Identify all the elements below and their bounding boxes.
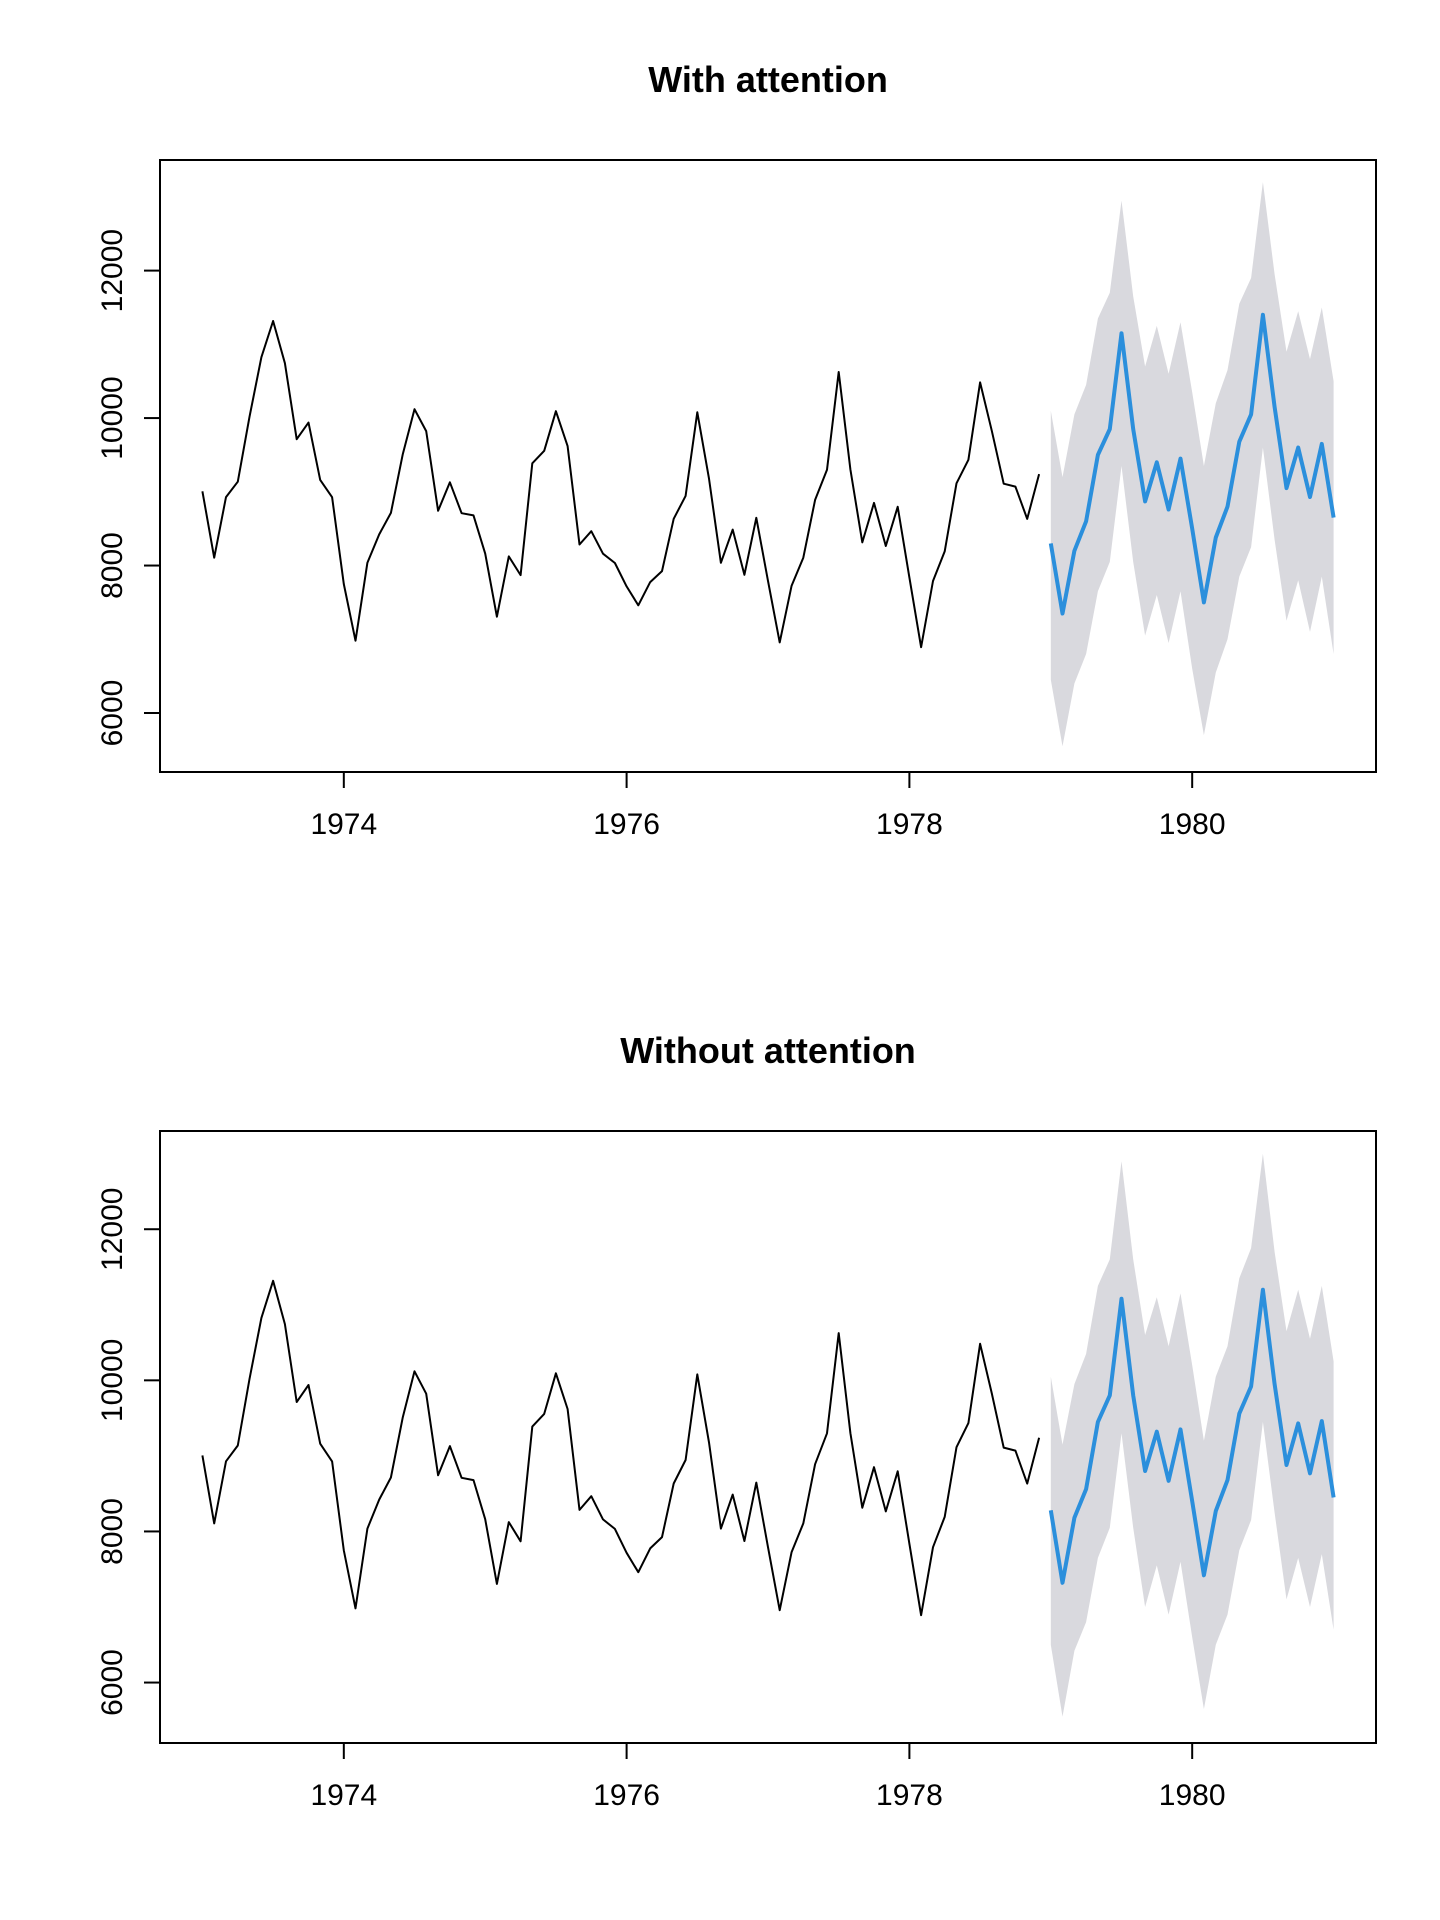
chart-title: With attention xyxy=(648,59,888,100)
forecast-series-line xyxy=(1048,1287,1336,1585)
y-tick-label: 8000 xyxy=(96,1498,129,1565)
forecast-series-line xyxy=(1048,312,1336,616)
x-tick-label: 1978 xyxy=(876,1779,943,1812)
x-tick-label: 1978 xyxy=(876,808,943,841)
prediction-interval-layer xyxy=(1050,1153,1334,1717)
prediction-interval-layer xyxy=(1050,182,1334,747)
observed-series-line xyxy=(201,1279,1041,1617)
chart-without-attention: Without attention 1974 1976 1978 1980 6000 80… xyxy=(96,1030,1377,1812)
prediction-interval-band xyxy=(1050,182,1334,747)
y-tick-label: 12000 xyxy=(96,229,129,312)
y-tick-label: 6000 xyxy=(96,680,129,747)
x-tick-label: 1974 xyxy=(310,808,377,841)
series-lines-layer xyxy=(201,1279,1336,1617)
x-tick-label: 1980 xyxy=(1159,808,1226,841)
x-tick-label: 1976 xyxy=(593,1779,660,1812)
series-lines-layer xyxy=(201,312,1336,649)
x-tick-label: 1980 xyxy=(1159,1779,1226,1812)
chart-title: Without attention xyxy=(620,1030,916,1071)
x-tick-label: 1976 xyxy=(593,808,660,841)
y-tick-label: 8000 xyxy=(96,532,129,599)
y-tick-label: 6000 xyxy=(96,1649,129,1716)
y-tick-label: 10000 xyxy=(96,376,129,459)
y-tick-label: 10000 xyxy=(96,1339,129,1422)
axes: 1974 1976 1978 1980 6000 8000 10000 12000 xyxy=(96,1188,1226,1812)
y-tick-label: 12000 xyxy=(96,1188,129,1271)
x-tick-label: 1974 xyxy=(310,1779,377,1812)
axes: 1974 1976 1978 1980 6000 8000 10000 12000 xyxy=(96,229,1226,841)
prediction-interval-band xyxy=(1050,1153,1334,1717)
observed-series-line xyxy=(201,320,1041,649)
chart-with-attention: With attention 1974 1976 1978 1980600080001… xyxy=(96,59,1377,841)
